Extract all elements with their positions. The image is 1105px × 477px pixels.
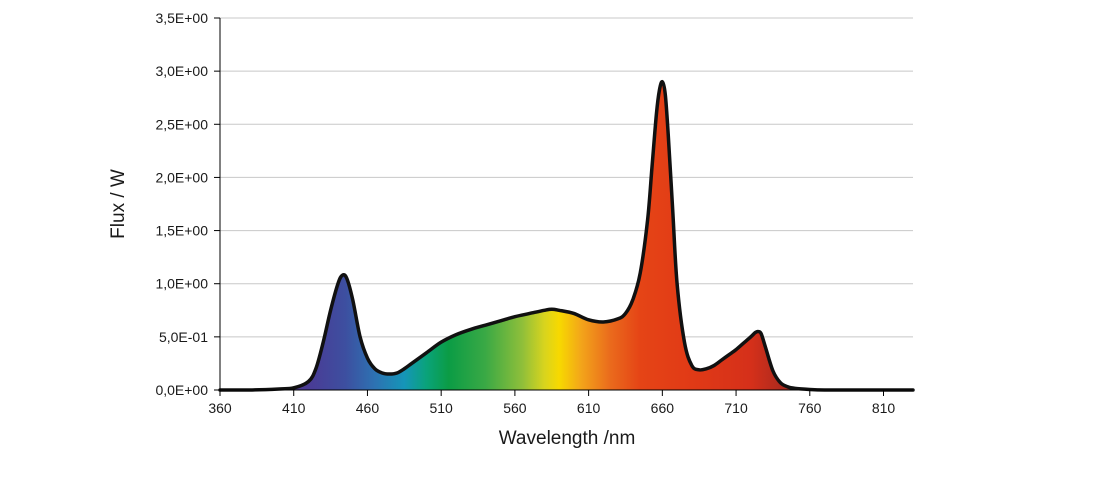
y-tick-labels: 0,0E+00 5,0E-01 1,0E+00 1,5E+00 2,0E+00 2,5E+… <box>155 10 208 398</box>
y-tick-label: 2,5E+00 <box>155 116 208 132</box>
y-axis-title: Flux / W <box>108 169 129 239</box>
flux-curve <box>218 79 915 392</box>
spectrum-area-layer <box>218 79 915 392</box>
axes <box>214 17 913 396</box>
y-tick-label: 3,0E+00 <box>155 63 208 79</box>
x-tick-label: 410 <box>282 400 306 416</box>
x-tick-label: 760 <box>798 400 822 416</box>
x-tick-label: 610 <box>577 400 601 416</box>
y-tick-label: 2,0E+00 <box>155 169 208 185</box>
y-tick-label: 1,5E+00 <box>155 223 208 239</box>
x-tick-label: 810 <box>872 400 896 416</box>
y-tick-label: 3,5E+00 <box>155 10 208 26</box>
x-tick-label: 710 <box>724 400 748 416</box>
gridlines <box>220 17 913 338</box>
y-tick-label: 0,0E+00 <box>155 382 208 398</box>
x-tick-label: 360 <box>208 400 232 416</box>
x-tick-label: 460 <box>356 400 380 416</box>
x-tick-label: 660 <box>651 400 675 416</box>
y-tick-label: 1,0E+00 <box>155 276 208 292</box>
x-tick-label: 510 <box>429 400 453 416</box>
spectrum-area-fill <box>220 81 913 390</box>
x-tick-labels: 360 410 460 510 560 610 660 710 760 810 <box>208 400 895 416</box>
x-tick-label: 560 <box>503 400 527 416</box>
y-tick-label: 5,0E-01 <box>159 329 208 345</box>
x-axis-title: Wavelength /nm <box>499 428 636 449</box>
